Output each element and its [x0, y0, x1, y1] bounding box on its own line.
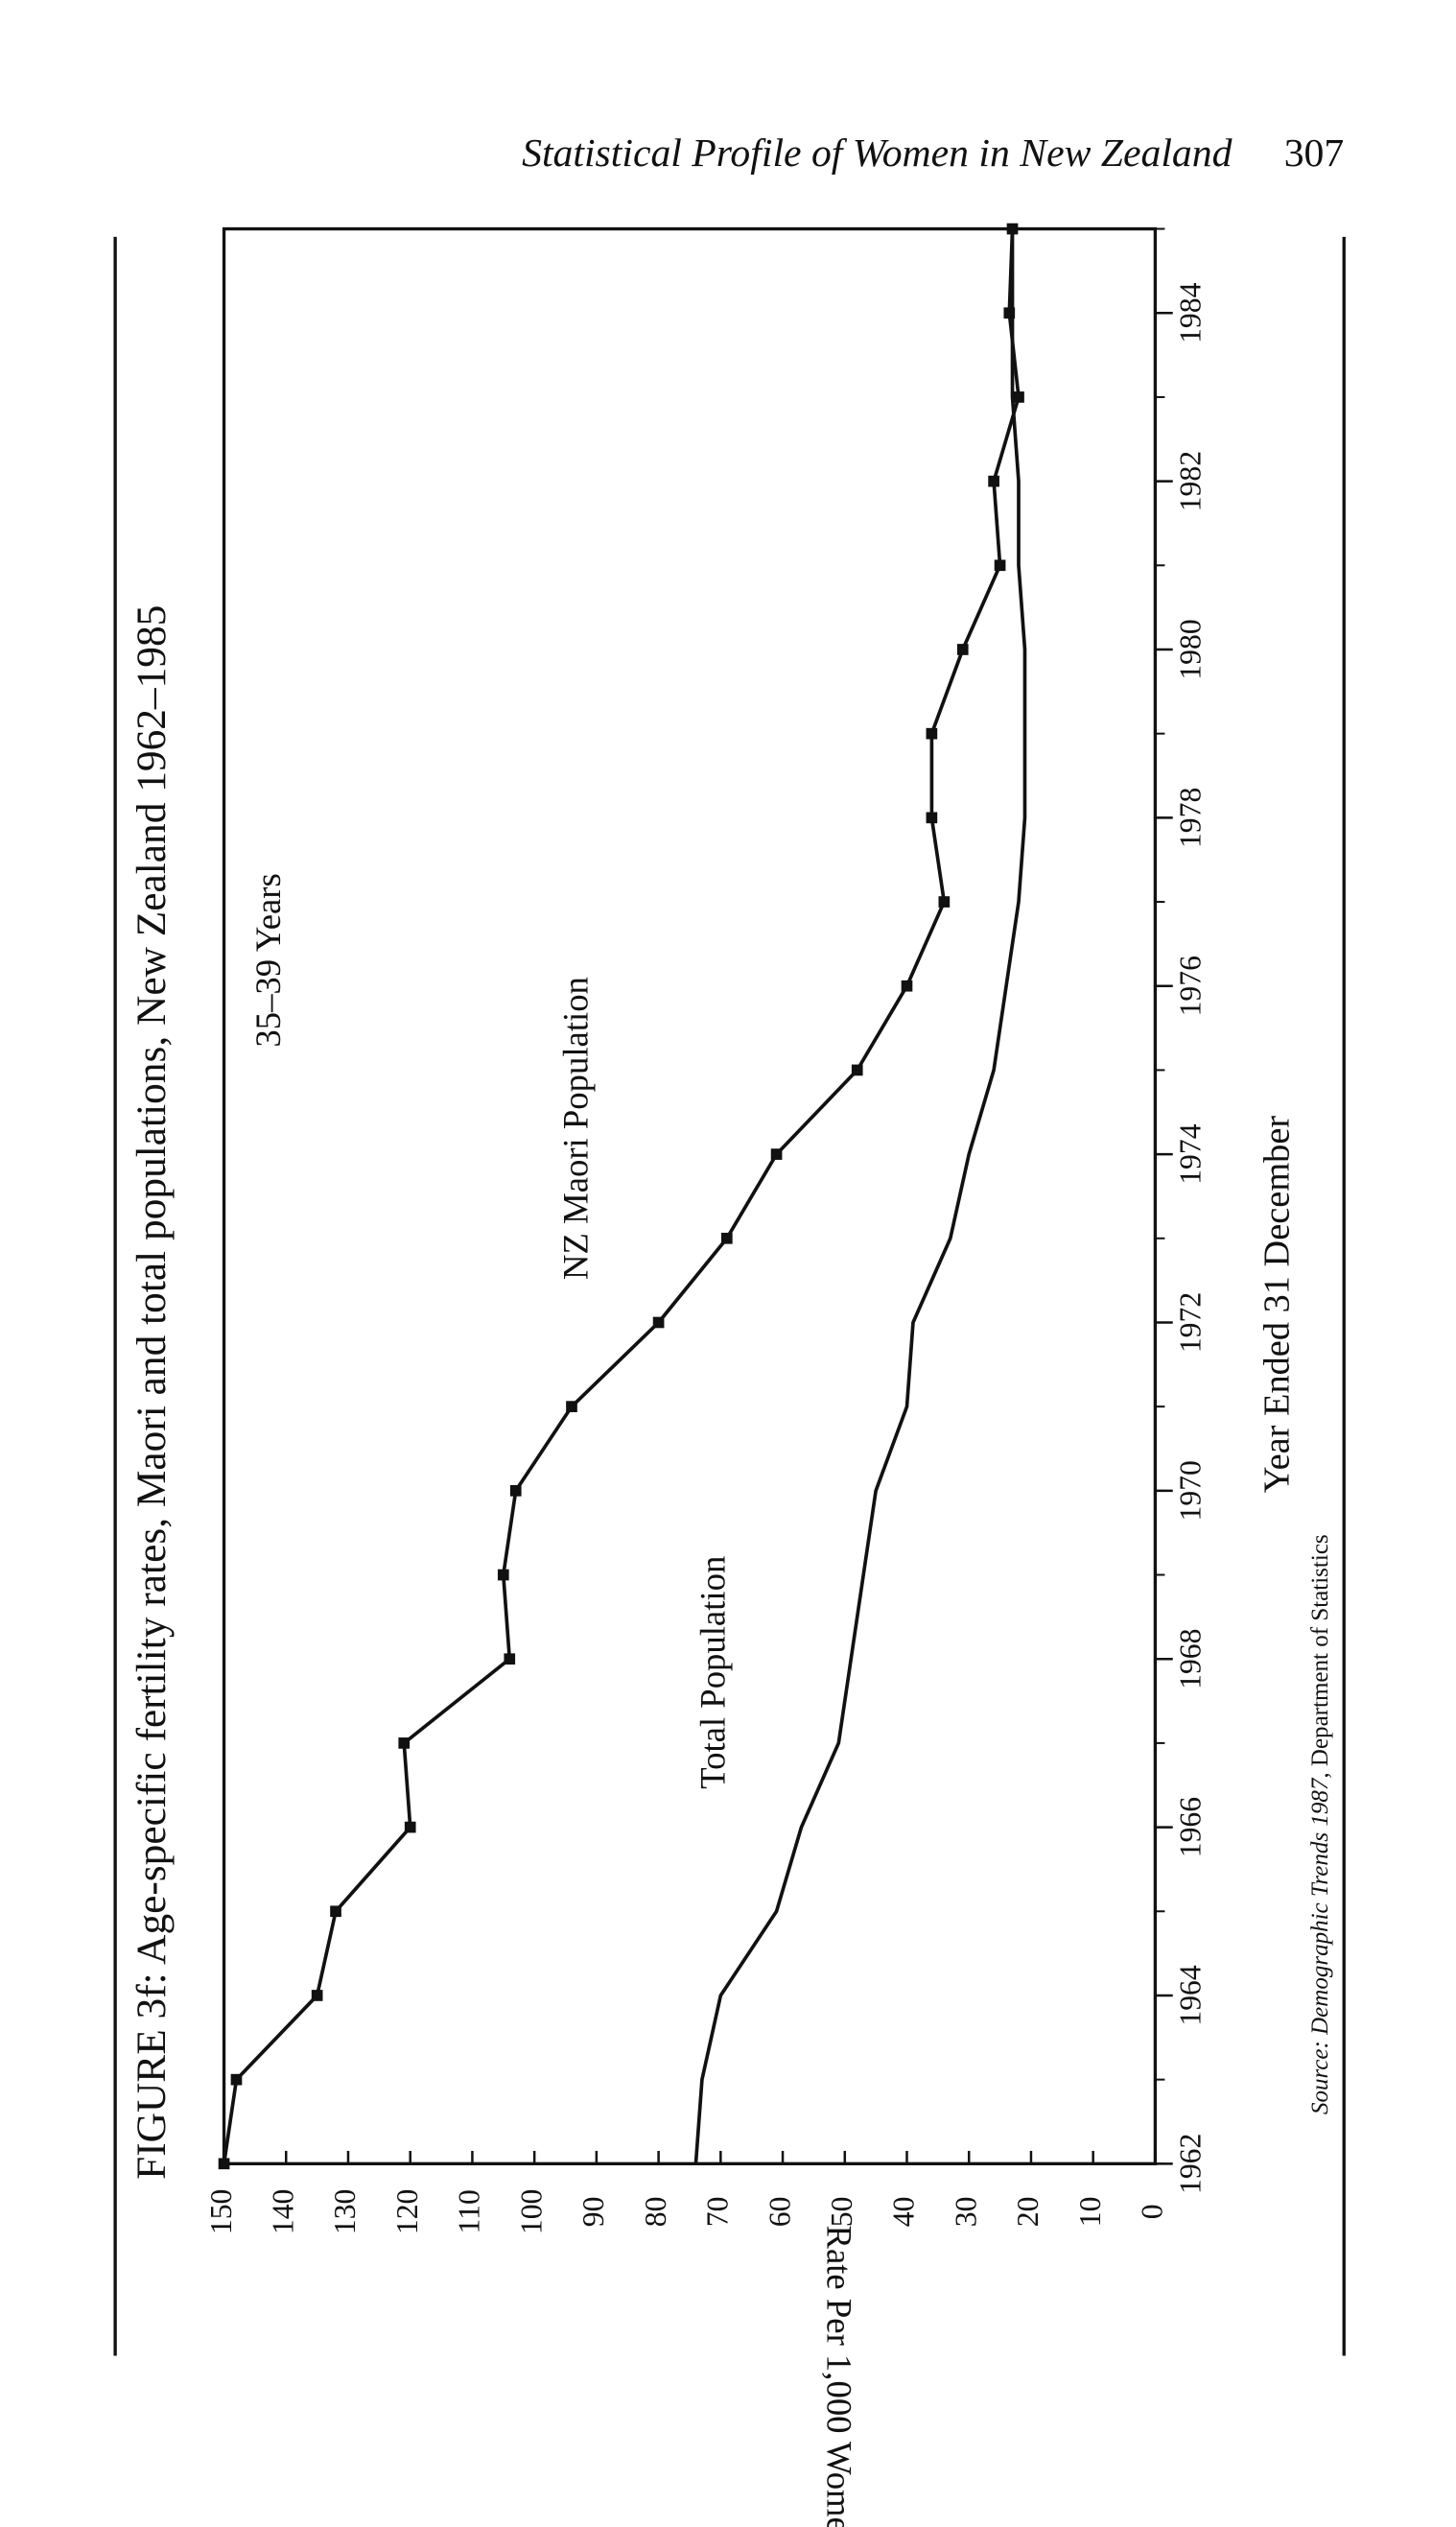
x-tick-label: 1966 — [1174, 1797, 1208, 1857]
y-axis-title: Rate Per 1,000 Women — [819, 2225, 858, 2527]
point-marker — [652, 1316, 665, 1329]
point-marker — [398, 1737, 411, 1749]
y-tick-label: 80 — [639, 2197, 672, 2228]
y-tick-label: 140 — [267, 2189, 300, 2235]
point-marker — [311, 1990, 323, 2001]
x-tick-label: 1962 — [1174, 2134, 1208, 2194]
y-tick-label: 120 — [390, 2189, 424, 2235]
x-tick-label: 1978 — [1174, 788, 1208, 848]
point-marker — [926, 812, 938, 824]
x-tick-label: 1976 — [1174, 956, 1208, 1016]
point-marker — [926, 727, 938, 740]
y-tick-label: 50 — [825, 2197, 858, 2228]
point-marker — [230, 2073, 243, 2086]
x-tick-label: 1972 — [1174, 1292, 1208, 1353]
y-tick-label: 60 — [763, 2197, 796, 2228]
point-marker — [330, 1905, 341, 1918]
y-tick-label: 30 — [949, 2197, 982, 2228]
point-marker — [497, 1569, 509, 1581]
point-marker — [566, 1401, 577, 1412]
subtitle: 35–39 Years — [248, 873, 288, 1047]
y-tick-label: 150 — [204, 2189, 238, 2235]
y-tick-label: 10 — [1073, 2197, 1107, 2228]
y-tick-label: 20 — [1011, 2197, 1045, 2228]
series-label: Total Population — [693, 1556, 733, 1789]
source: Source: Demographic Trends 1987, Departm… — [1307, 1534, 1333, 2114]
y-tick-label: 40 — [887, 2197, 921, 2228]
running-title: Statistical Profile of Women in New Zeal… — [522, 131, 1232, 176]
point-marker — [901, 980, 913, 992]
y-tick-label: 100 — [514, 2189, 548, 2235]
point-marker — [720, 1232, 733, 1244]
series-label: NZ Maori Population — [555, 977, 595, 1280]
x-tick-label: 1968 — [1174, 1629, 1208, 1689]
source-plain: , Department of Statistics — [1307, 1534, 1333, 1778]
point-marker — [404, 1821, 416, 1833]
y-tick-label: 0 — [1136, 2204, 1169, 2219]
y-tick-label: 130 — [328, 2189, 362, 2235]
point-marker — [509, 1485, 522, 1497]
x-axis-title: Year Ended 31 December — [1256, 1116, 1297, 1494]
plot-frame — [222, 226, 1158, 2165]
point-marker — [988, 475, 999, 487]
y-tick-label: 70 — [701, 2197, 735, 2228]
x-tick-label: 1974 — [1174, 1123, 1208, 1185]
point-marker — [938, 896, 951, 908]
y-tick-label: 110 — [453, 2189, 486, 2233]
point-marker — [770, 1148, 783, 1160]
point-marker — [504, 1653, 516, 1665]
point-marker — [218, 2158, 230, 2170]
x-tick-label: 1980 — [1174, 619, 1208, 679]
point-marker — [851, 1064, 863, 1076]
chart-title: FIGURE 3f: Age-specific fertility rates,… — [129, 605, 175, 2180]
source-italic: Source: Demographic Trends 1987 — [1307, 1777, 1333, 2114]
series-line — [693, 228, 1027, 2164]
x-tick-label: 1970 — [1174, 1460, 1208, 1521]
x-tick-label: 1982 — [1174, 451, 1208, 511]
x-tick-label: 1984 — [1174, 282, 1208, 343]
series-line — [222, 228, 1021, 2164]
x-tick-label: 1964 — [1174, 1965, 1208, 2026]
point-marker — [956, 644, 969, 655]
y-tick-label: 90 — [576, 2197, 610, 2228]
point-marker — [1013, 391, 1024, 403]
point-marker — [994, 559, 1006, 572]
page-number: 307 — [1284, 131, 1345, 176]
